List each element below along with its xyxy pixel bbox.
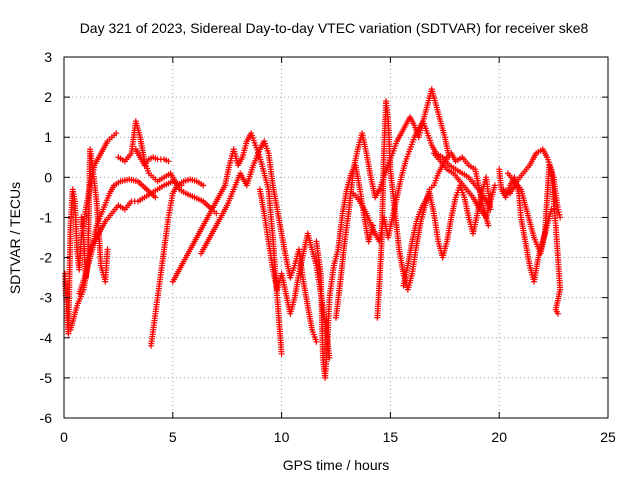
data-point <box>213 210 220 217</box>
x-axis-label: GPS time / hours <box>283 457 390 473</box>
y-tick-label: 1 <box>44 129 52 145</box>
x-tick-label: 20 <box>491 429 507 445</box>
data-point <box>200 182 207 189</box>
data-point <box>491 182 498 189</box>
data-point <box>485 222 492 229</box>
data-point-interp <box>556 211 563 218</box>
y-tick-label: 0 <box>44 169 52 185</box>
x-tick-label: 25 <box>600 429 616 445</box>
data-point <box>278 350 285 357</box>
data-point <box>152 194 159 201</box>
x-tick-label: 10 <box>274 429 290 445</box>
y-tick-label: -5 <box>40 370 53 386</box>
plot-frame <box>63 56 609 419</box>
data-point <box>313 338 320 345</box>
data-points <box>62 86 564 381</box>
data-point <box>165 158 172 165</box>
x-tick-label: 5 <box>169 429 177 445</box>
y-tick-label: -3 <box>40 290 53 306</box>
data-point-interp <box>555 209 562 216</box>
x-tick-label: 0 <box>60 429 68 445</box>
x-tick-label: 15 <box>383 429 399 445</box>
y-axis-label: SDTVAR / TECUs <box>7 182 23 294</box>
data-point <box>113 130 120 137</box>
chart-title: Day 321 of 2023, Sidereal Day-to-day VTE… <box>80 20 589 36</box>
data-point <box>557 214 564 221</box>
y-tick-label: 3 <box>44 49 52 65</box>
data-point <box>104 246 111 253</box>
y-tick-label: -2 <box>40 250 53 266</box>
y-tick-label: 2 <box>44 89 52 105</box>
y-tick-label: -6 <box>40 410 53 426</box>
data-point <box>554 310 561 317</box>
y-tick-label: -1 <box>40 209 53 225</box>
y-tick-label: -4 <box>40 330 53 346</box>
axis-ticks: 0 5 10 15 20 25 -6 -5 -4 -3 -2 -1 0 1 2 3 <box>40 49 616 445</box>
data-point <box>554 206 561 213</box>
